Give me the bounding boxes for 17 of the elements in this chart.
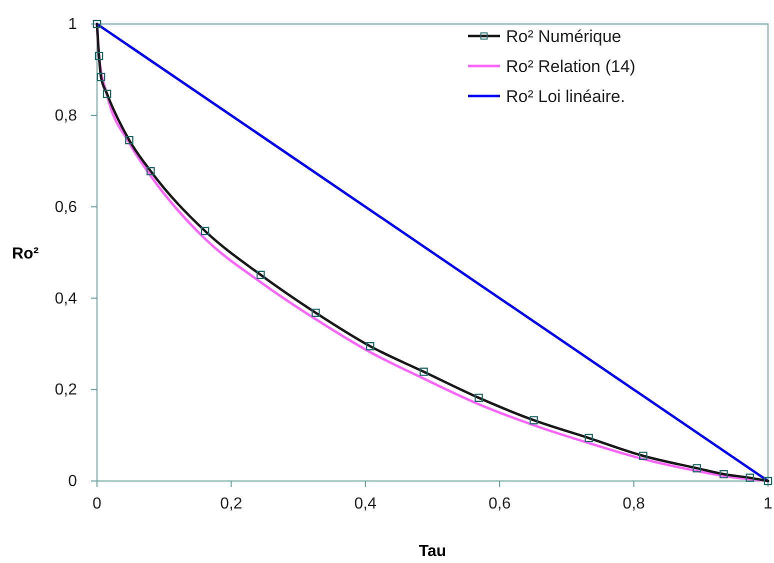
x-tick-label: 0,6 bbox=[488, 495, 511, 512]
x-tick-label: 0,4 bbox=[354, 495, 377, 512]
y-tick-label: 0,6 bbox=[54, 198, 78, 216]
x-tick-label: 1 bbox=[764, 495, 773, 512]
legend-label: Ro² Numérique bbox=[506, 27, 622, 46]
legend-label: Ro² Relation (14) bbox=[506, 57, 636, 76]
y-tick-label: 0 bbox=[68, 473, 78, 490]
x-axis-title: Tau bbox=[418, 543, 446, 560]
legend-label: Ro² Loi linéaire. bbox=[506, 87, 626, 106]
x-tick-label: 0 bbox=[92, 495, 102, 512]
y-tick-label: 1 bbox=[68, 16, 78, 34]
y-tick-label: 0,8 bbox=[54, 108, 78, 125]
y-tick-label: 0,4 bbox=[54, 290, 78, 308]
y-tick-label: 0,2 bbox=[54, 382, 78, 399]
x-tick-label: 0,2 bbox=[220, 495, 242, 512]
x-tick-label: 0,8 bbox=[622, 495, 646, 512]
y-axis-title: Ro² bbox=[12, 246, 39, 262]
